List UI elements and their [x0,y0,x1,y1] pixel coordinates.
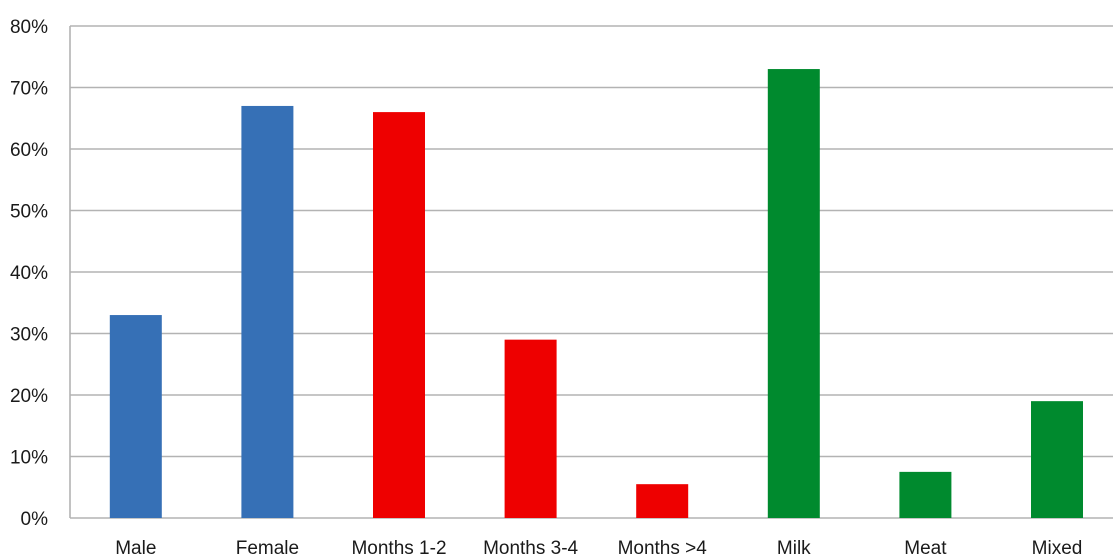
bar-months-3-4 [504,339,557,518]
gridlines [69,25,1113,519]
y-axis-tick-labels: 0% 10% 20% 30% 40% 50% 60% 70% 80% [10,17,48,530]
x-category-label: Female [236,538,299,559]
y-tick-label: 0% [21,509,49,530]
bar-months-4 [636,484,689,518]
bar-male [109,315,162,518]
y-tick-label: 50% [10,202,48,223]
y-tick-label: 80% [10,17,48,38]
y-tick-label: 60% [10,140,48,161]
x-category-label: Male [115,538,156,559]
x-category-label: Months 1-2 [351,538,446,559]
y-tick-label: 40% [10,263,48,284]
x-category-label: Mixed [1032,538,1083,559]
bar-meat [899,471,952,518]
x-category-label: Meat [904,538,947,559]
y-tick-label: 70% [10,79,48,100]
x-axis-category-labels: Male Female Months 1-2 Months 3-4 Months >4 M… [115,538,1082,559]
x-category-label: Months >4 [618,538,708,559]
bar-milk [767,69,820,519]
y-tick-label: 20% [10,386,48,407]
y-tick-label: 30% [10,325,48,346]
x-category-label: Months 3-4 [483,538,578,559]
bars [109,69,1083,519]
bar-mixed [1031,401,1083,518]
bar-months-1-2 [373,112,425,518]
x-category-label: Milk [777,538,811,559]
bar-female [241,105,294,518]
y-tick-label: 10% [10,448,48,469]
